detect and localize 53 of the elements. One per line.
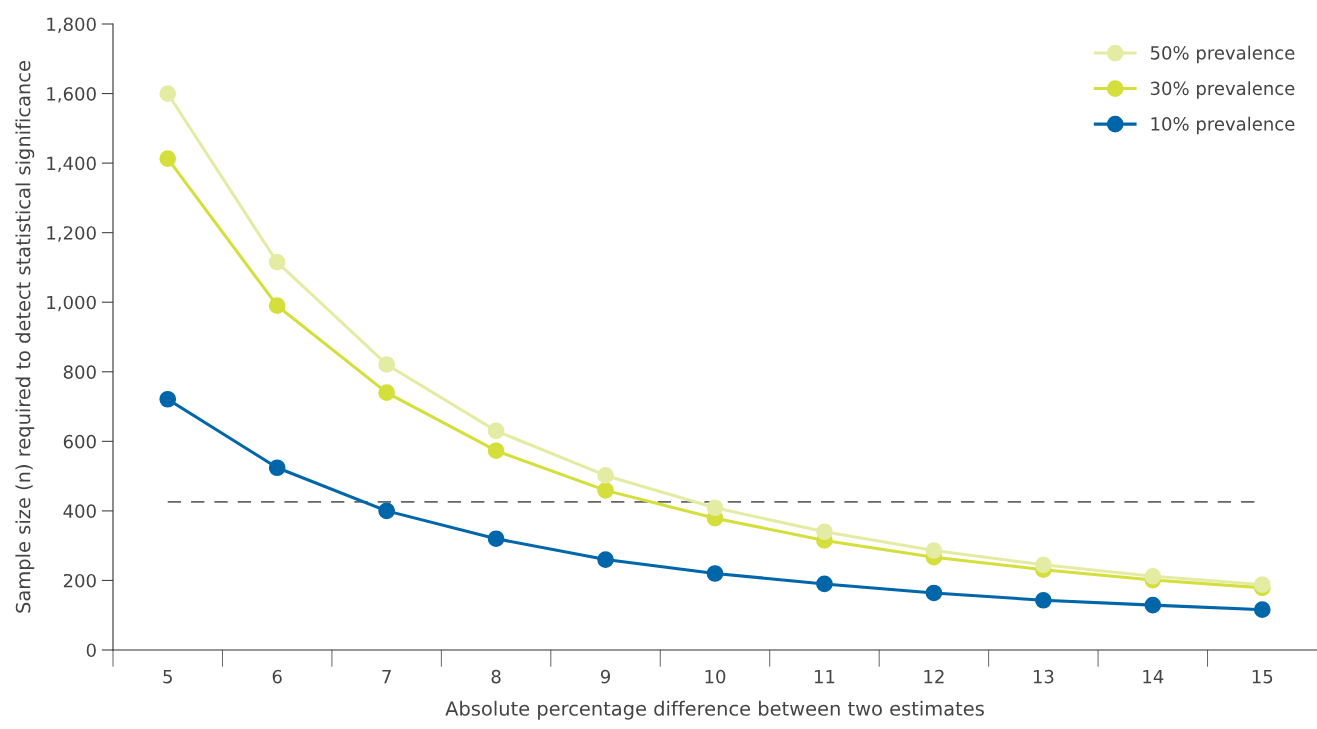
point [268,253,286,271]
x-tick-label: 6 [272,669,282,684]
point [706,565,724,582]
point [378,384,395,401]
legend-label: 50% prevalence [1150,45,1295,64]
x-tick-label: 11 [814,670,835,684]
point [1144,567,1162,585]
point [925,584,943,602]
point [487,422,505,440]
point [487,530,505,548]
point [1253,576,1271,593]
x-tick-label: 10 [705,669,726,684]
x-axis-title: Absolute percentage difference between two estimates [445,700,984,720]
point [159,390,177,408]
point [1144,596,1162,614]
point [378,356,395,373]
x-tick-label: 5 [163,670,172,684]
y-tick-label: 600 [63,434,96,449]
y-tick-label: 1,800 [47,17,96,33]
point [816,575,833,593]
point [268,297,286,315]
y-tick-label: 800 [63,365,96,379]
y-tick-label: 1,200 [47,226,96,242]
point [1253,601,1271,618]
point [378,502,395,520]
point [597,482,614,499]
y-tick-label: 1,400 [47,156,96,173]
x-tick-label: 12 [924,669,944,684]
y-tick-label: 0 [86,643,96,658]
y-tick-label: 400 [63,504,96,519]
point [597,467,614,484]
legend-label: 30% prevalence [1150,81,1295,99]
point [706,499,724,517]
x-tick-label: 8 [491,669,501,684]
point [1035,556,1052,574]
point [159,85,177,102]
point [816,523,833,541]
x-tick-label: 9 [600,669,611,684]
point [925,542,943,559]
point [159,150,177,167]
point [1035,591,1052,609]
y-tick-label: 1,600 [47,87,96,103]
point [268,459,286,477]
y-tick-label: 1,000 [47,295,96,312]
y-axis-title: Sample size (n) required to detect statistical significance [15,61,35,613]
x-tick-label: 15 [1252,670,1273,684]
point [487,442,505,460]
x-tick-label: 7 [382,670,391,684]
x-tick-label: 14 [1143,670,1164,684]
y-tick-label: 200 [63,573,96,588]
point [597,551,614,568]
legend-label: 10% prevalence [1151,116,1295,135]
x-tick-label: 13 [1033,669,1054,684]
